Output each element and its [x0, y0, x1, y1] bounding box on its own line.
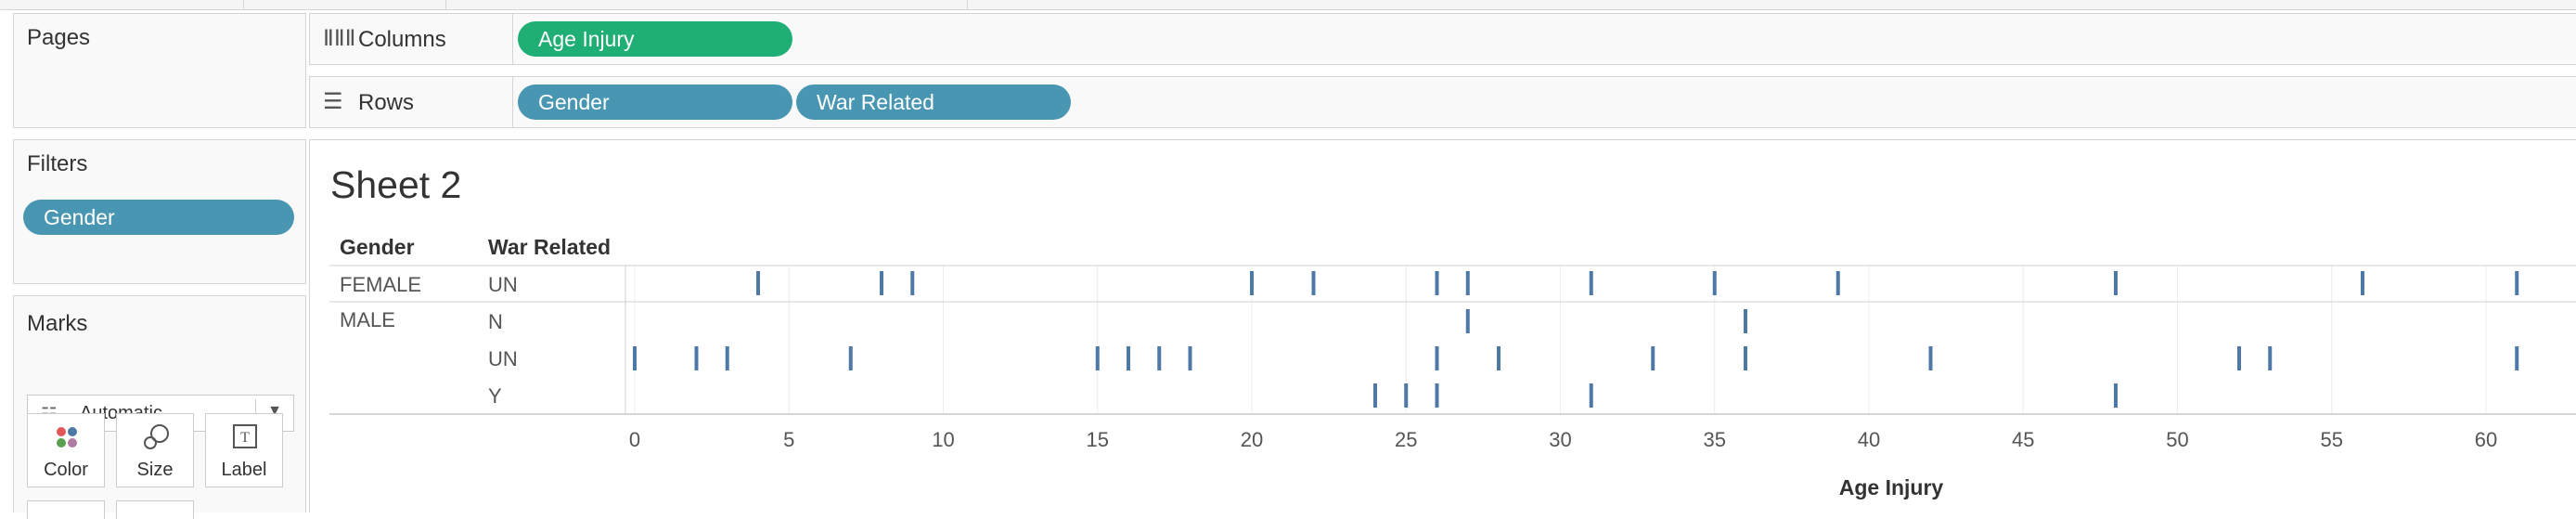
x-tick-label: 20 — [1240, 428, 1264, 451]
row-pill-gender[interactable]: Gender — [518, 84, 792, 120]
row-label-war-related[interactable]: N — [488, 310, 503, 333]
row-label-war-related[interactable]: UN — [488, 347, 518, 370]
x-tick-label: 50 — [2166, 428, 2189, 451]
row-label-war-related[interactable]: Y — [488, 384, 502, 408]
rows-shelf-label: ☰ Rows — [310, 77, 513, 127]
row-pill-war-related[interactable]: War Related — [796, 84, 1071, 120]
x-tick-label: 0 — [628, 428, 641, 451]
x-tick-label: 10 — [932, 428, 955, 451]
x-axis-title: Age Injury — [1838, 475, 1944, 500]
x-tick-label: 45 — [2012, 428, 2035, 451]
color-icon — [57, 427, 77, 448]
rows-shelf[interactable]: ☰ Rows Gender War Related — [309, 76, 2576, 128]
columns-shelf-label: ⅡⅡⅡ Columns — [310, 14, 513, 64]
x-tick-label: 5 — [783, 428, 795, 451]
x-tick-label: 40 — [1857, 428, 1881, 451]
columns-icon: ⅡⅡⅡ — [323, 26, 356, 51]
x-tick-label: 30 — [1549, 428, 1572, 451]
label-label: Label — [221, 460, 267, 480]
pages-title: Pages — [27, 25, 91, 50]
text-label-icon: T — [233, 424, 257, 448]
x-tick-label: 15 — [1086, 428, 1109, 451]
column-pill-age-injury[interactable]: Age Injury — [518, 21, 792, 57]
tab-separator — [967, 0, 968, 9]
row-label-gender[interactable]: MALE — [340, 308, 395, 331]
rows-label: Rows — [358, 90, 415, 115]
sheet-title: Sheet 2 — [330, 163, 462, 206]
marks-pane: Marks ☷ Automatic ▼ Color Size T Label — [13, 295, 306, 519]
x-tick-label: 55 — [2320, 428, 2343, 451]
tab-separator — [445, 0, 446, 9]
rows-icon: ☰ — [323, 89, 343, 114]
x-tick-label: 60 — [2474, 428, 2498, 451]
marks-title: Marks — [27, 311, 88, 336]
columns-label: Columns — [358, 27, 446, 52]
tab-separator — [243, 0, 244, 9]
row-label-gender[interactable]: FEMALE — [340, 273, 422, 296]
worksheet-view[interactable] — [309, 139, 2576, 513]
filters-title: Filters — [27, 151, 88, 176]
x-tick-label: 25 — [1395, 428, 1418, 451]
size-icon — [144, 424, 169, 449]
row-header-war-related: War Related — [488, 235, 612, 259]
top-tab-strip — [0, 0, 2576, 10]
columns-shelf[interactable]: ⅡⅡⅡ Columns Age Injury — [309, 13, 2576, 65]
size-button[interactable]: Size — [116, 413, 194, 487]
filter-pill-gender[interactable]: Gender — [23, 200, 294, 235]
x-tick-label: 35 — [1703, 428, 1726, 451]
filters-pane[interactable]: Filters Gender — [13, 139, 306, 284]
size-label: Size — [136, 460, 174, 480]
row-label-war-related[interactable]: UN — [488, 273, 518, 296]
pages-pane[interactable]: Pages — [13, 13, 306, 128]
label-button[interactable]: T Label — [205, 413, 283, 487]
row-header-gender: Gender — [340, 235, 415, 259]
color-button[interactable]: Color — [27, 413, 105, 487]
color-label: Color — [44, 460, 88, 480]
svg-text:T: T — [240, 430, 250, 446]
